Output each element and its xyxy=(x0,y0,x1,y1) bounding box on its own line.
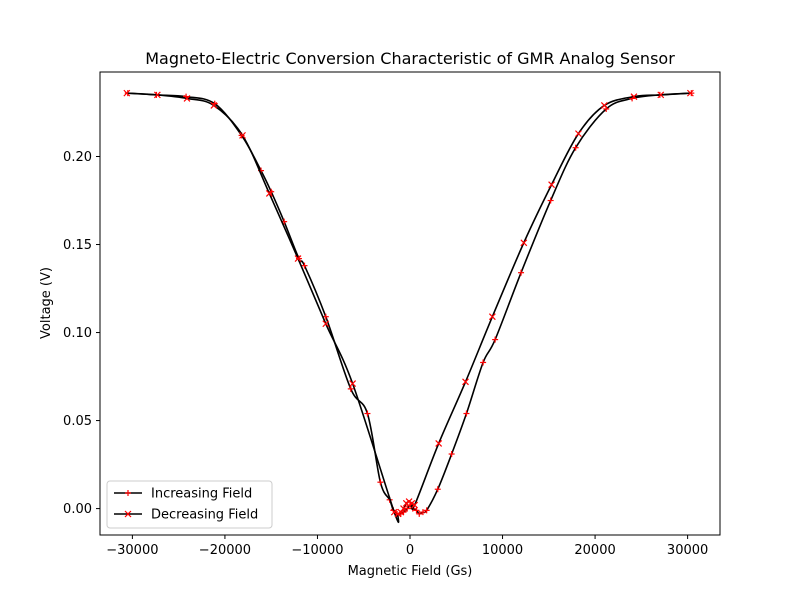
data-point xyxy=(574,130,582,138)
legend-marker-stroke xyxy=(124,510,132,518)
data-point xyxy=(183,94,191,102)
data-point xyxy=(548,181,556,189)
y-axis-label: Voltage (V) xyxy=(39,267,54,339)
data-point xyxy=(239,131,246,139)
data-point xyxy=(518,269,525,276)
x-tick-label: 30000 xyxy=(667,543,708,558)
data-point-marker xyxy=(402,499,410,507)
legend-marker xyxy=(125,490,131,496)
data-point-marker xyxy=(153,91,161,99)
data-point xyxy=(492,336,499,343)
data-point xyxy=(402,499,410,507)
data-point xyxy=(448,451,455,458)
legend-box xyxy=(106,480,273,529)
data-point xyxy=(322,320,330,328)
data-point xyxy=(419,509,426,516)
data-point xyxy=(480,359,487,366)
data-point-marker xyxy=(123,89,131,97)
legend-marker xyxy=(124,510,132,518)
data-point xyxy=(572,144,579,151)
data-point-marker xyxy=(600,102,608,109)
data-point-marker xyxy=(435,440,443,447)
x-tick-label: 20000 xyxy=(574,543,615,558)
data-point-marker xyxy=(520,239,528,247)
legend: Increasing Field Decreasing Field xyxy=(106,480,273,529)
data-point-marker xyxy=(294,255,302,263)
data-point-marker xyxy=(548,181,556,189)
data-point xyxy=(686,89,694,97)
data-point xyxy=(404,505,411,512)
chart-title: Magneto-Electric Conversion Characterist… xyxy=(145,49,675,68)
x-tick-label: −30000 xyxy=(106,543,158,558)
x-tick-label: −10000 xyxy=(291,543,343,558)
data-point xyxy=(322,313,329,320)
data-point xyxy=(210,102,218,109)
data-point-marker xyxy=(210,102,218,109)
data-point xyxy=(347,385,354,392)
data-point-marker xyxy=(657,91,665,99)
data-point xyxy=(394,510,402,518)
data-point xyxy=(488,313,496,321)
plot-area xyxy=(100,72,720,535)
data-point-marker xyxy=(394,510,402,518)
data-point-marker xyxy=(390,508,398,516)
x-tick-label: 0 xyxy=(406,543,414,558)
data-point xyxy=(123,89,131,97)
data-point-marker xyxy=(239,131,246,139)
data-point xyxy=(547,197,554,204)
y-tick-label: 0.05 xyxy=(63,414,92,429)
x-tick-label: −20000 xyxy=(199,543,251,558)
data-point-marker xyxy=(183,94,191,102)
data-point xyxy=(377,479,384,486)
data-point-marker xyxy=(686,89,694,97)
data-point xyxy=(434,486,441,493)
data-point xyxy=(265,190,273,197)
data-point xyxy=(294,255,302,263)
data-point-marker xyxy=(408,499,416,507)
y-tick-label: 0.15 xyxy=(63,238,92,253)
data-point xyxy=(630,93,638,101)
data-point-marker xyxy=(462,378,469,386)
data-point-marker xyxy=(349,380,357,388)
data-point xyxy=(657,91,665,99)
data-point xyxy=(600,102,608,109)
y-tick-label: 0.10 xyxy=(63,326,92,341)
data-point xyxy=(463,410,470,417)
data-point-marker xyxy=(322,320,330,328)
data-point xyxy=(435,440,443,447)
data-point xyxy=(423,507,430,514)
x-axis-ticks: −30000 −20000 −10000 0 10000 20000 30000 xyxy=(106,535,708,558)
x-tick-label: 10000 xyxy=(482,543,523,558)
y-tick-label: 0.20 xyxy=(63,150,92,165)
series-increasing-field xyxy=(124,90,695,517)
x-axis-label: Magnetic Field (Gs) xyxy=(348,564,473,579)
legend-label: Decreasing Field xyxy=(151,508,258,523)
data-point xyxy=(301,262,308,269)
data-point xyxy=(349,380,357,388)
data-point-marker xyxy=(265,190,273,197)
y-axis-ticks: 0.00 0.05 0.10 0.15 0.20 xyxy=(63,150,100,517)
data-point xyxy=(364,410,371,417)
series-decreasing-field xyxy=(123,89,694,524)
data-point xyxy=(413,507,420,514)
y-tick-label: 0.00 xyxy=(63,502,92,517)
data-point xyxy=(462,378,469,386)
data-point-marker xyxy=(488,313,496,321)
data-point-marker xyxy=(411,501,419,509)
series-layer xyxy=(123,89,695,524)
data-point-marker xyxy=(630,93,638,101)
data-point xyxy=(416,510,423,517)
data-point xyxy=(520,239,528,247)
legend-label: Increasing Field xyxy=(151,487,252,502)
data-point xyxy=(153,91,161,99)
data-point xyxy=(390,508,398,516)
data-point-marker xyxy=(574,130,582,138)
plot-frame xyxy=(99,71,721,536)
